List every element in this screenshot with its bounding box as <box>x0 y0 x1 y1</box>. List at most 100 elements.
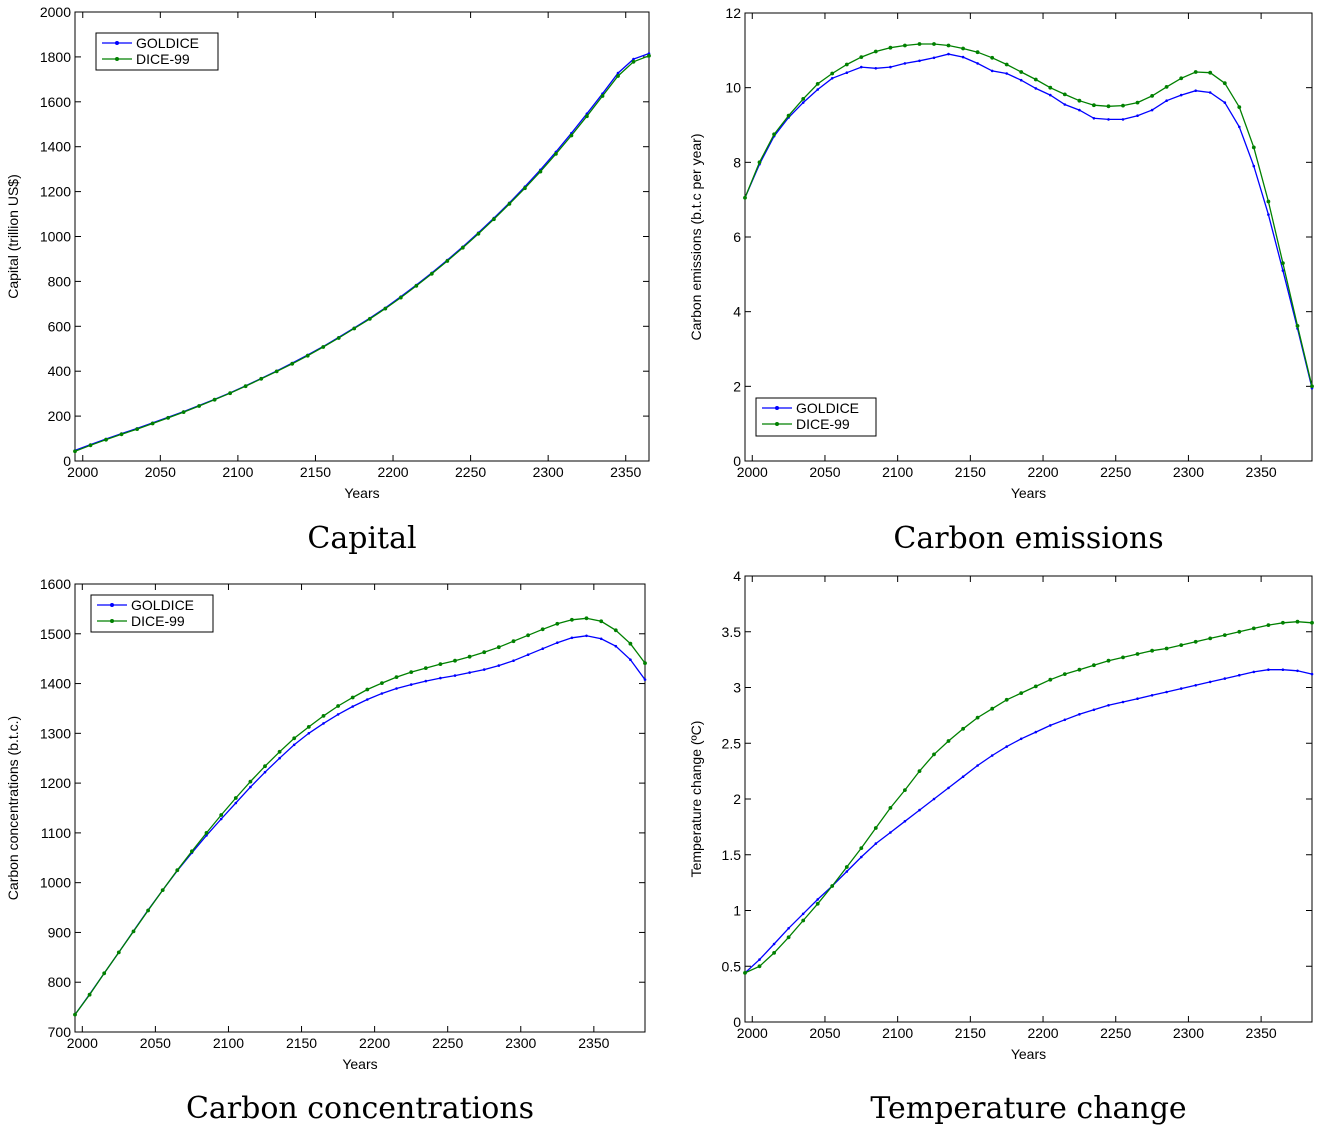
series-line-dice-99 <box>74 55 650 452</box>
data-point-goldice <box>1238 125 1241 129</box>
data-point-dice-99 <box>496 645 501 650</box>
x-tick-label: 2350 <box>1246 464 1277 480</box>
data-point-dice-99 <box>277 749 282 754</box>
data-point-dice-99 <box>888 45 893 50</box>
data-point-dice-99 <box>1193 70 1198 74</box>
legend-swatch-marker <box>110 603 114 607</box>
x-axis-label: Years <box>1011 1046 1046 1062</box>
data-point-goldice <box>1281 668 1285 671</box>
data-point-goldice <box>468 671 471 674</box>
y-tick-label: 4 <box>733 304 741 320</box>
data-point-goldice <box>1078 108 1081 112</box>
data-point-dice-99 <box>1004 697 1009 702</box>
data-point-dice-99 <box>1237 105 1242 109</box>
data-point-dice-99 <box>1295 619 1300 624</box>
data-point-goldice <box>336 713 340 716</box>
data-point-dice-99 <box>1208 636 1213 641</box>
data-point-dice-99 <box>1266 623 1271 627</box>
data-point-goldice <box>1136 114 1139 117</box>
data-point-dice-99 <box>757 160 762 165</box>
data-point-dice-99 <box>492 217 496 222</box>
data-point-dice-99 <box>1062 672 1067 676</box>
y-tick-label: 2 <box>733 791 741 807</box>
y-tick-label: 1400 <box>40 139 71 155</box>
chart-caption: Carbon emissions <box>893 521 1163 556</box>
data-point-dice-99 <box>844 62 849 67</box>
data-point-goldice <box>219 817 223 821</box>
x-tick-label: 2050 <box>809 464 840 480</box>
data-point-dice-99 <box>380 681 384 685</box>
data-point-dice-99 <box>1179 76 1184 81</box>
y-tick-label: 1400 <box>40 676 71 692</box>
data-point-goldice <box>932 797 936 801</box>
data-point-goldice <box>366 698 369 701</box>
data-point-goldice <box>961 55 965 59</box>
data-point-goldice <box>903 62 907 65</box>
data-point-goldice <box>1121 118 1125 121</box>
data-point-goldice <box>249 785 252 789</box>
data-point-dice-99 <box>1019 70 1024 74</box>
data-point-dice-99 <box>961 46 965 51</box>
data-point-goldice <box>990 754 994 757</box>
y-tick-label: 600 <box>48 318 72 334</box>
data-point-dice-99 <box>87 992 92 997</box>
x-tick-label: 2150 <box>955 1025 986 1041</box>
data-point-goldice <box>1005 745 1008 748</box>
x-tick-label: 2100 <box>213 1035 244 1051</box>
data-point-dice-99 <box>321 345 326 349</box>
y-tick-label: 1800 <box>40 49 71 65</box>
data-point-goldice <box>1179 687 1183 690</box>
x-tick-label: 2200 <box>1027 1025 1058 1041</box>
data-point-goldice <box>1296 669 1299 673</box>
x-tick-label: 2200 <box>1027 464 1058 480</box>
y-tick-label: 2000 <box>40 4 71 20</box>
data-point-dice-99 <box>190 849 194 854</box>
data-point-goldice <box>1150 694 1154 697</box>
legend-box <box>755 397 877 437</box>
data-point-goldice <box>497 664 501 667</box>
data-point-dice-99 <box>290 361 295 366</box>
y-tick-label: 8 <box>733 154 741 170</box>
data-point-dice-99 <box>888 806 893 810</box>
data-point-dice-99 <box>1004 62 1009 67</box>
y-tick-label: 2.5 <box>722 735 742 751</box>
plot-frame <box>744 575 1313 1023</box>
data-point-dice-99 <box>1150 648 1154 653</box>
data-point-dice-99 <box>482 650 487 655</box>
x-tick-label: 2000 <box>737 464 768 480</box>
data-point-dice-99 <box>1222 633 1227 637</box>
data-point-goldice <box>570 636 574 640</box>
data-point-dice-99 <box>1222 81 1227 86</box>
data-point-dice-99 <box>352 326 357 331</box>
plot-frame <box>74 583 646 1033</box>
data-point-dice-99 <box>990 55 995 60</box>
data-point-goldice <box>1005 72 1008 75</box>
x-tick-label: 2100 <box>882 464 913 480</box>
x-tick-label: 2300 <box>1173 464 1204 480</box>
data-point-dice-99 <box>175 868 180 873</box>
data-point-dice-99 <box>859 846 864 850</box>
data-point-goldice <box>1208 680 1212 684</box>
legend-label: DICE-99 <box>136 51 190 67</box>
x-tick-label: 2300 <box>505 1035 536 1051</box>
data-point-goldice <box>1252 164 1256 168</box>
data-point-goldice <box>1281 269 1285 272</box>
data-point-dice-99 <box>772 951 776 955</box>
data-point-goldice <box>526 653 530 656</box>
data-point-goldice <box>307 732 311 735</box>
data-point-dice-99 <box>394 675 399 679</box>
data-point-goldice <box>845 71 849 74</box>
data-point-dice-99 <box>815 82 820 86</box>
data-point-dice-99 <box>102 971 107 976</box>
data-point-goldice <box>541 647 544 650</box>
data-point-goldice <box>1267 668 1270 671</box>
chart-caption: Carbon concentrations <box>186 1091 534 1125</box>
data-point-dice-99 <box>1048 85 1053 90</box>
data-point-dice-99 <box>1121 103 1125 108</box>
data-point-goldice <box>1034 730 1038 734</box>
data-point-goldice <box>1223 101 1227 104</box>
data-point-dice-99 <box>1135 100 1140 105</box>
data-point-dice-99 <box>903 43 907 48</box>
data-point-dice-99 <box>946 739 951 743</box>
data-point-dice-99 <box>600 94 605 98</box>
